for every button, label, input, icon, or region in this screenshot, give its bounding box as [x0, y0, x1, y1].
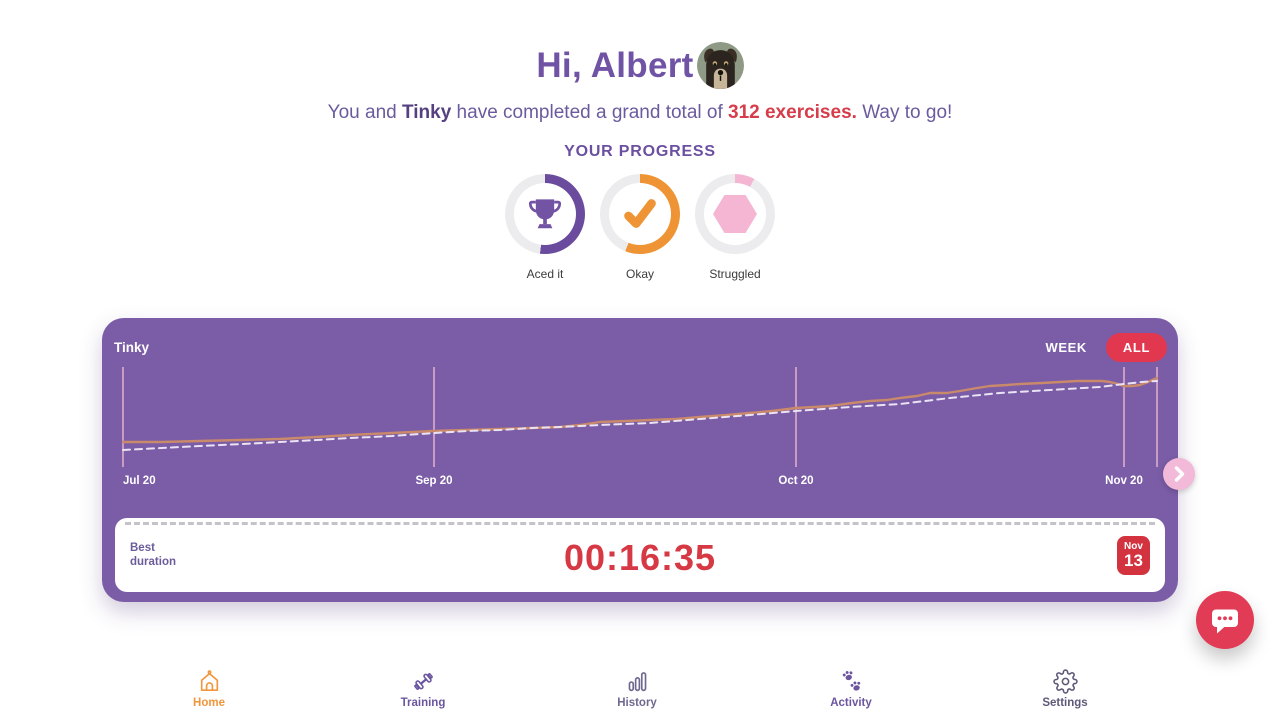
best-date-badge: Nov 13: [1117, 536, 1150, 575]
nav-item-home[interactable]: Home: [166, 669, 252, 709]
nav-item-activity[interactable]: Activity: [808, 669, 894, 709]
ring-struggled: Struggled: [695, 174, 775, 281]
ring-label-struggled: Struggled: [709, 267, 761, 281]
all-toggle-button[interactable]: ALL: [1105, 333, 1167, 362]
progress-heading: YOUR PROGRESS: [564, 143, 716, 160]
doghouse-icon: [200, 670, 218, 691]
ring-label-okay: Okay: [625, 267, 654, 281]
aced-it-progress-ring: [505, 174, 585, 254]
nav-label-settings: Settings: [1042, 697, 1088, 709]
nav-label-activity: Activity: [830, 697, 872, 709]
nav-label-training: Training: [400, 697, 446, 709]
next-chart-button[interactable]: [1163, 458, 1195, 490]
best-duration-label: Best duration: [130, 542, 176, 569]
svg-text:Sep 20: Sep 20: [415, 475, 452, 487]
chart-card-header: Tinky WEEK ALL: [102, 318, 1178, 362]
nav-item-training[interactable]: Training: [380, 669, 466, 709]
week-toggle-button[interactable]: WEEK: [1045, 340, 1087, 355]
summary-suffix: Way to go!: [856, 102, 953, 123]
summary-exercise-count: 312 exercises.: [728, 102, 857, 123]
summary-dog-name: Tinky: [402, 102, 452, 123]
paw-icon: [842, 671, 860, 691]
svg-text:Oct 20: Oct 20: [778, 475, 813, 487]
progress-rings: Aced it Okay Struggled: [0, 174, 1280, 281]
trophy-icon: [528, 199, 562, 229]
check-icon: [624, 199, 656, 228]
svg-text:Nov 20: Nov 20: [1105, 475, 1143, 487]
dumbbell-icon: [413, 673, 433, 690]
dog-avatar: [696, 42, 744, 89]
ring-okay: Okay: [600, 174, 680, 281]
dog-photo-icon: [696, 42, 744, 89]
chat-icon: [1212, 609, 1238, 634]
chart-dog-name: Tinky: [114, 340, 150, 355]
struggled-progress-ring: [695, 174, 775, 254]
chevron-right-icon: [1174, 466, 1185, 482]
gear-icon: [1052, 669, 1078, 694]
ring-aced-it: Aced it: [505, 174, 585, 281]
nav-label-history: History: [617, 697, 657, 709]
bottom-navigation: Home Training Hi: [0, 669, 1280, 709]
page-title: Hi, Albert: [536, 45, 694, 85]
best-duration-card: Best duration 00:16:35 Nov 13: [115, 518, 1165, 592]
chart-card: Tinky WEEK ALL Jul 20 Sep 20 Oct 20 Nov 20 …: [102, 318, 1195, 602]
best-date-day: 13: [1124, 551, 1143, 570]
chat-fab-button[interactable]: [1196, 591, 1254, 649]
dashed-divider: [125, 522, 1155, 525]
best-date-month: Nov: [1124, 541, 1143, 552]
nav-item-history[interactable]: History: [594, 669, 680, 709]
okay-progress-ring: [600, 174, 680, 254]
summary-message: You and Tinky have completed a grand tot…: [0, 102, 1280, 124]
hero-section: Hi, Albert You and Tinky have complete: [0, 0, 1280, 161]
svg-text:Jul 20: Jul 20: [123, 475, 156, 487]
ring-label-aced-it: Aced it: [526, 267, 564, 281]
nav-item-settings[interactable]: Settings: [1022, 669, 1108, 709]
best-label-line2: duration: [130, 555, 176, 568]
best-duration-value: 00:16:35: [563, 537, 717, 578]
best-label-line1: Best: [130, 542, 155, 554]
nav-label-home: Home: [193, 697, 225, 709]
progress-line-chart: Jul 20 Sep 20 Oct 20 Nov 20: [121, 367, 1159, 487]
summary-prefix: You and: [327, 102, 402, 123]
summary-middle: have completed a grand total of: [451, 102, 729, 123]
bar-chart-icon: [628, 672, 646, 692]
range-toggle: WEEK ALL: [1046, 333, 1167, 362]
hexagon-icon: [713, 195, 757, 233]
